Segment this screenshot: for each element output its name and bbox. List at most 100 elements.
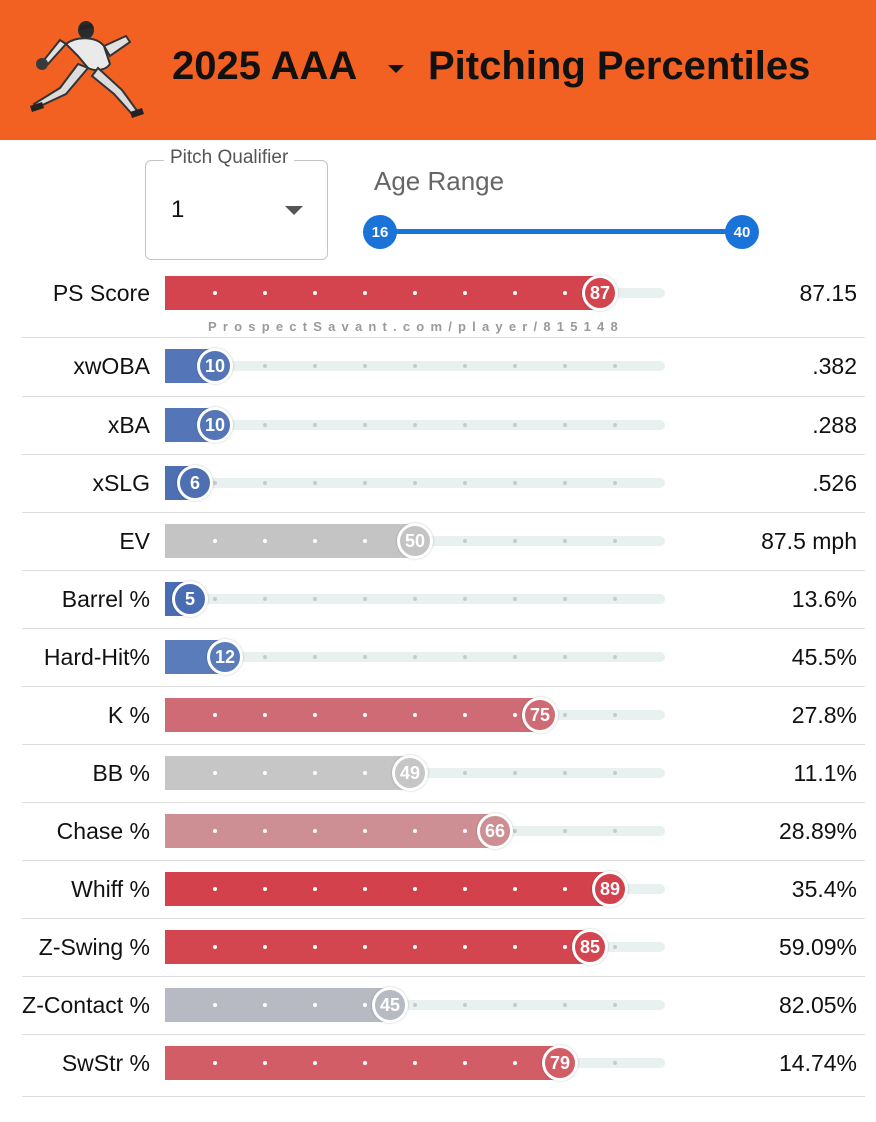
chevron-down-icon[interactable] (388, 65, 404, 73)
tick-dot (313, 829, 317, 833)
tick-dot (463, 291, 467, 295)
tick-dot (313, 945, 317, 949)
percentile-badge: 89 (592, 871, 628, 907)
tick-dot (263, 829, 267, 833)
tick-dot (463, 945, 467, 949)
tick-dot (613, 1061, 617, 1065)
tick-dot (563, 887, 567, 891)
metric-value: 87.5 mph (761, 528, 857, 554)
tick-dot (313, 597, 317, 601)
tick-dot (363, 291, 367, 295)
tick-dot (513, 1003, 517, 1007)
tick-dot (513, 887, 517, 891)
tick-dot (463, 539, 467, 543)
tick-dot (413, 364, 417, 368)
tick-dot (263, 1003, 267, 1007)
age-range-min-handle[interactable]: 16 (363, 215, 397, 249)
tick-dot (513, 1061, 517, 1065)
tick-dot (263, 423, 267, 427)
tick-dot (613, 829, 617, 833)
metric-value: 14.74% (778, 1050, 857, 1076)
tick-dot (563, 1003, 567, 1007)
percentile-badge: 50 (397, 523, 433, 559)
metric-row: Whiff % 89 35.4% (0, 860, 876, 918)
metric-label: Chase % (56, 818, 150, 844)
tick-dot (613, 1003, 617, 1007)
percentile-badge: 10 (197, 407, 233, 443)
metric-row: Barrel % 5 13.6% (0, 570, 876, 628)
metric-row: Chase % 66 28.89% (0, 802, 876, 860)
tick-dot (613, 423, 617, 427)
tick-dot (413, 423, 417, 427)
tick-dot (613, 771, 617, 775)
tick-dot (613, 364, 617, 368)
page-title: Pitching Percentiles (428, 44, 811, 88)
tick-dot (513, 481, 517, 485)
tick-dot (513, 829, 517, 833)
row-divider (22, 1096, 865, 1097)
tick-dot (613, 481, 617, 485)
percentile-bar (165, 814, 495, 848)
percentile-bar (165, 872, 610, 906)
percentile-badge: 6 (177, 465, 213, 501)
metric-value: 82.05% (778, 992, 857, 1018)
tick-dot (313, 481, 317, 485)
metric-label: K % (107, 702, 150, 728)
tick-dot (513, 713, 517, 717)
percentile-badge: 75 (522, 697, 558, 733)
tick-dot (213, 771, 217, 775)
age-range-label: Age Range (374, 166, 505, 196)
tick-dot (213, 829, 217, 833)
tick-dot (313, 655, 317, 659)
percentile-badge: 87 (582, 275, 618, 311)
tick-dot (313, 771, 317, 775)
tick-dot (513, 291, 517, 295)
pitcher-silhouette-icon (30, 21, 144, 118)
tick-dot (613, 655, 617, 659)
tick-dot (463, 713, 467, 717)
tick-dot (213, 887, 217, 891)
tick-dot (613, 945, 617, 949)
row-divider (22, 337, 865, 338)
tick-dot (313, 887, 317, 891)
metric-label: BB % (92, 760, 150, 786)
pitch-qualifier-value[interactable]: 1 (171, 196, 185, 223)
tick-dot (363, 771, 367, 775)
tick-dot (363, 423, 367, 427)
tick-dot (263, 597, 267, 601)
tick-dot (363, 1061, 367, 1065)
metric-value: .526 (812, 470, 857, 496)
tick-dot (463, 423, 467, 427)
dropdown-arrow-icon[interactable] (285, 206, 303, 215)
level-year-selector[interactable]: 2025 AAA (172, 44, 358, 88)
metric-row: xSLG 6 .526 (0, 454, 876, 512)
tick-dot (463, 1003, 467, 1007)
tick-dot (413, 945, 417, 949)
tick-dot (363, 713, 367, 717)
metric-value: 27.8% (791, 702, 857, 728)
metric-label: Whiff % (71, 876, 150, 902)
percentile-bar (165, 756, 410, 790)
tick-dot (463, 655, 467, 659)
tick-dot (413, 829, 417, 833)
metric-row: BB % 49 11.1% (0, 744, 876, 802)
tick-dot (463, 829, 467, 833)
tick-dot (463, 771, 467, 775)
tick-dot (213, 291, 217, 295)
metric-value: .288 (812, 412, 857, 438)
age-range-max-handle[interactable]: 40 (725, 215, 759, 249)
metric-row: Z-Contact % 45 82.05% (0, 976, 876, 1034)
tick-dot (513, 945, 517, 949)
tick-dot (563, 481, 567, 485)
tick-dot (213, 713, 217, 717)
percentile-badge: 49 (392, 755, 428, 791)
tick-dot (563, 539, 567, 543)
age-range-track[interactable] (380, 229, 742, 234)
tick-dot (463, 597, 467, 601)
tick-dot (413, 291, 417, 295)
tick-dot (413, 713, 417, 717)
tick-dot (563, 291, 567, 295)
metric-label: xSLG (92, 470, 150, 496)
tick-dot (563, 597, 567, 601)
metric-row: xwOBA 10 .382 (0, 337, 876, 395)
